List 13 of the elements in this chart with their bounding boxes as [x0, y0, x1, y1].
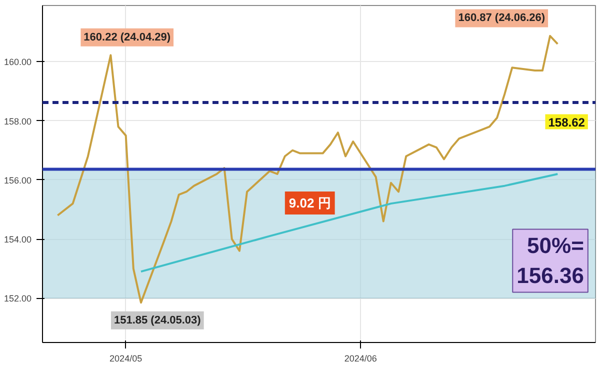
y-tick-label: 158.00 [4, 116, 32, 126]
ref-line-label: 158.62 [548, 115, 586, 130]
annotation: 151.85 (24.05.03) [114, 314, 202, 326]
ref-line-label: 50%= 156.36 [516, 233, 584, 288]
annotation: 160.87 (24.06.26) [458, 12, 546, 24]
y-tick-label: 152.00 [4, 294, 32, 304]
y-tick-label: 154.00 [4, 234, 32, 245]
annotation: 160.22 (24.04.29) [84, 31, 171, 44]
x-tick-label: 2024/05 [110, 354, 142, 364]
y-tick-label: 156.00 [4, 175, 32, 186]
annotation: 9.02 円 [288, 195, 331, 210]
x-tick-label: 2024/06 [344, 354, 377, 364]
y-tick-label: 160.00 [4, 57, 32, 68]
